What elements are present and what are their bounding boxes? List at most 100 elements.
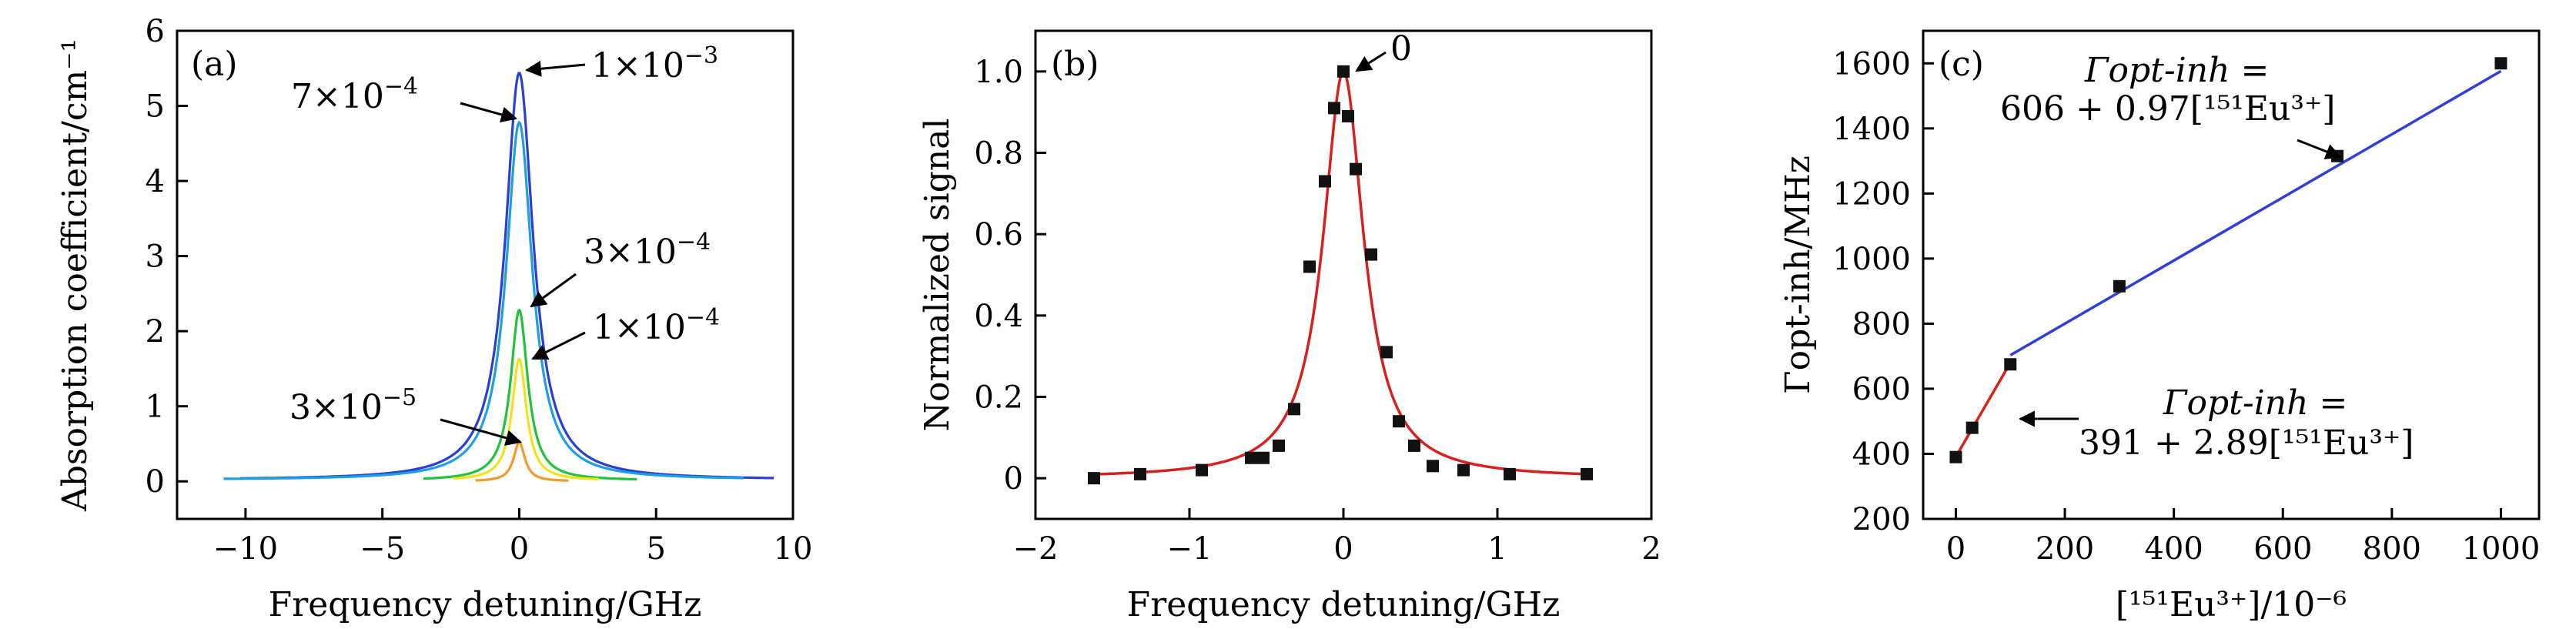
panel-b-frame [1034,29,1653,520]
panel-c-data-point [2004,358,2017,371]
panel-c-ytick-label: 800 [1852,306,1911,342]
svg-text:0: 0 [1390,29,1412,69]
panel-b-xtick-label: 0 [1333,531,1353,567]
panel-b-xtick-label: −1 [1167,531,1213,567]
panel-a-ytick-label: 1 [146,390,165,425]
panel-b-ytick-label: 0.4 [974,299,1023,334]
panel-c-fit-line-1 [1954,362,2012,458]
panel-a-annotation-1e-4: 1×10−4 [531,304,720,360]
panel-c-equation-red: Γopt-inh = 391 + 2.89[¹⁵¹Eu³⁺] [2018,383,2414,463]
panel-b-xtick-label: −2 [1013,531,1059,567]
panel-b-data-point [1393,415,1405,428]
panel-c-xtick-label: 200 [2036,531,2094,567]
panel-c-xtick-label: 800 [2363,531,2421,567]
panel-b-data-point [1088,472,1100,485]
panel-c-data-point [1949,450,1962,463]
panel-c-ytick-label: 400 [1852,437,1911,472]
panel-b-data-point [1337,65,1350,78]
panel-b-data-point [1380,346,1393,359]
svg-text:3×10−4: 3×10−4 [584,229,711,272]
panel-b-data-point [1245,451,1257,464]
panel-c-fit-line-2 [2009,69,2502,356]
panel-b-normalized-signal: −2 −1 0 1 2 0 0.2 0.4 0.6 0.8 1.0 (b) 0 Frequency … [918,29,1661,624]
panel-a-ytick-label: 4 [146,164,165,199]
panel-a-annotation-1e-3: 1×10−3 [524,42,718,85]
panel-b-fit-curve [1093,70,1587,476]
panel-a-xtick-label: 10 [774,531,813,567]
panel-c-ytick-label: 1600 [1832,46,1911,82]
panel-c-linewidth-vs-concentration: 0 200 400 600 800 1000 200 400 600 800 1000 1200 140… [1778,29,2541,624]
svg-text:606 + 0.97[¹⁵¹Eu³⁺]: 606 + 0.97[¹⁵¹Eu³⁺] [2000,89,2335,129]
panel-c-data-point [1965,421,1979,434]
svg-text:Γopt-inh =: Γopt-inh = [2084,51,2269,90]
panel-c-ytick-label: 1000 [1832,242,1911,277]
panel-a-xtick-label: −10 [213,531,278,567]
panel-c-xtick-label: 600 [2253,531,2312,567]
panel-b-data-point [1319,175,1331,188]
panel-b-ytick-label: 1.0 [974,55,1023,90]
panel-c-xtick-label: 1000 [2462,531,2541,567]
svg-text:1×10−4: 1×10−4 [593,304,720,347]
panel-a-annotation-3e-5: 3×10−5 [289,384,523,447]
panel-b-data-point [1457,463,1470,477]
panel-a-ytick-label: 3 [146,239,165,275]
panel-c-equation-blue: Γopt-inh = 606 + 0.97[¹⁵¹Eu³⁺] [2000,51,2342,159]
panel-b-data-point [1257,451,1270,464]
panel-a-absorption-spectra: −10 −5 0 5 10 0 1 2 3 4 5 6 (a) 1×10−3 7×10−4 3×10−… [55,14,812,624]
panel-c-ytick-label: 1400 [1832,112,1911,147]
panel-c-ytick-label: 200 [1852,502,1911,537]
panel-a-series-4 [453,357,599,480]
panel-b-label: (b) [1051,45,1099,84]
panel-c-data-point [2113,279,2126,293]
panel-b-ytick-label: 0.6 [974,217,1023,253]
panel-a-label: (a) [191,45,238,84]
svg-text:3×10−5: 3×10−5 [289,384,417,427]
panel-b-data-point [1427,460,1439,473]
panel-c-label: (c) [1939,45,1984,84]
panel-b-data-point [1365,248,1377,261]
panel-a-xtick-label: 5 [646,531,665,567]
panel-b-ylabel: Normalized signal [918,119,957,432]
panel-a-xtick-label: 0 [510,531,529,567]
panel-c-ytick-label: 600 [1852,372,1911,407]
panel-b-data-point [1288,403,1300,416]
panel-a-annotation-3e-4: 3×10−4 [530,229,711,308]
panel-a-xtick-label: −5 [360,531,405,567]
panel-b-ytick-label: 0 [1004,461,1023,497]
panel-c-ytick-label: 1200 [1832,176,1911,212]
panel-a-ytick-label: 5 [146,89,165,125]
panel-a-series-2 [223,120,744,480]
panel-c-data-point [2494,57,2507,70]
panel-a-annotation-7e-4: 7×10−4 [291,73,518,123]
panel-a-ytick-label: 0 [146,464,165,500]
svg-text:391 + 2.89[¹⁵¹Eu³⁺]: 391 + 2.89[¹⁵¹Eu³⁺] [2079,423,2414,463]
svg-text:7×10−4: 7×10−4 [291,73,418,116]
panel-b-data-point [1134,467,1146,480]
panel-a-frame [176,29,795,520]
panel-b-data-point [1273,439,1285,452]
panel-b-ytick-label: 0.8 [974,136,1023,172]
panel-a-series-3 [423,309,637,481]
svg-text:Γopt-inh =: Γopt-inh = [2163,383,2347,423]
panel-a-xlabel: Frequency detuning/GHz [269,585,702,624]
panel-b-data-point [1581,467,1593,480]
panel-b-data-point [1504,467,1516,480]
panel-b-annotation-0: 0 [1355,29,1412,72]
panel-b-ytick-label: 0.2 [974,380,1023,416]
panel-a-ylabel: Absorption coefficient/cm⁻¹ [55,38,95,512]
panel-c-frame [1922,29,2541,520]
panel-c-xlabel: [¹⁵¹Eu³⁺]/10⁻⁶ [2116,585,2347,624]
panel-b-data-point [1303,260,1316,273]
panel-a-series-5 [475,440,569,482]
panel-a-ytick-label: 6 [146,14,165,49]
panel-b-xtick-label: 2 [1641,531,1661,567]
panel-b-xtick-label: 1 [1487,531,1507,567]
panel-b-data-point [1342,109,1354,122]
svg-text:1×10−3: 1×10−3 [591,42,718,85]
panel-c-ylabel: Γopt-inh/MHz [1778,156,1818,394]
panel-c-xtick-label: 400 [2144,531,2203,567]
panel-b-data-point [1408,439,1420,452]
panel-a-ytick-label: 2 [146,314,165,350]
panel-c-xtick-label: 0 [1946,531,1965,567]
